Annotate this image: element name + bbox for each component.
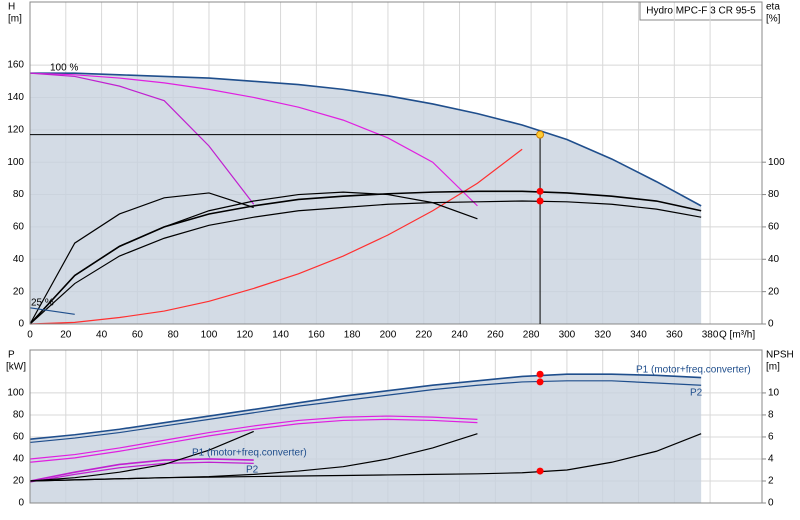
series-label: P1 (motor+freq.converter) bbox=[636, 365, 751, 376]
plot-frame bbox=[29, 349, 763, 504]
x-tick-label: 240 bbox=[451, 330, 468, 341]
x-tick-label: 160 bbox=[308, 330, 325, 341]
series-line bbox=[29, 461, 254, 483]
x-tick-label: 260 bbox=[487, 330, 504, 341]
series-line bbox=[29, 72, 255, 205]
y-tick-label: 160 bbox=[7, 60, 24, 71]
y-tick-label: 60 bbox=[13, 222, 25, 233]
y-tick-label: 60 bbox=[13, 432, 25, 443]
operating-area bbox=[30, 374, 702, 503]
y2-tick-label: 80 bbox=[768, 189, 780, 200]
y2-axis-label: eta bbox=[766, 2, 780, 13]
x-tick-label: 320 bbox=[594, 330, 611, 341]
x-tick-label: 300 bbox=[559, 330, 576, 341]
series-line bbox=[29, 430, 254, 482]
y2-tick-label: 4 bbox=[768, 454, 774, 465]
y2-tick-label: 2 bbox=[768, 476, 774, 487]
series-line bbox=[29, 380, 702, 444]
y2-tick-label: 40 bbox=[768, 254, 780, 265]
y-tick-label: 120 bbox=[7, 124, 24, 135]
y-tick-label: 20 bbox=[13, 286, 25, 297]
series-line bbox=[29, 148, 523, 325]
x-tick-label: 380 bbox=[702, 330, 719, 341]
y-axis-label: P bbox=[8, 350, 15, 361]
series-label: P2 bbox=[690, 388, 703, 399]
x-tick-label: 120 bbox=[236, 330, 253, 341]
y-axis-unit: [kW] bbox=[6, 362, 26, 373]
y-tick-label: 0 bbox=[18, 498, 24, 509]
y-tick-label: 0 bbox=[18, 319, 24, 330]
y2-axis-label: NPSH bbox=[766, 350, 794, 361]
duty-point bbox=[536, 370, 544, 378]
series-line bbox=[29, 373, 702, 440]
y-tick-label: 140 bbox=[7, 92, 24, 103]
y2-tick-label: 6 bbox=[768, 432, 774, 443]
y2-tick-label: 0 bbox=[768, 498, 774, 509]
operating-area bbox=[30, 73, 702, 324]
duty-point bbox=[536, 197, 544, 205]
y2-tick-label: 20 bbox=[768, 286, 780, 297]
series-line bbox=[29, 433, 478, 482]
x-tick-label: 0 bbox=[27, 330, 33, 341]
duty-point bbox=[536, 467, 544, 475]
x-tick-label: 360 bbox=[666, 330, 683, 341]
series-line bbox=[30, 72, 702, 207]
x-tick-label: 80 bbox=[168, 330, 180, 341]
x-tick-label: 60 bbox=[132, 330, 144, 341]
series-line bbox=[29, 458, 254, 482]
y-tick-label: 20 bbox=[13, 476, 25, 487]
plot-frame bbox=[29, 1, 763, 325]
annotation: P1 (motor+freq.converter) bbox=[192, 448, 307, 459]
y-axis-unit: [m] bbox=[8, 14, 22, 25]
series-line bbox=[29, 200, 702, 325]
y2-axis-unit: [m] bbox=[766, 362, 780, 373]
series-line bbox=[29, 72, 478, 207]
x-tick-label: 280 bbox=[523, 330, 540, 341]
series-line bbox=[29, 192, 254, 325]
duty-point bbox=[536, 378, 544, 386]
duty-point bbox=[536, 130, 545, 139]
annotation: 100 % bbox=[50, 63, 78, 74]
y-tick-label: 40 bbox=[13, 254, 25, 265]
series-line bbox=[29, 307, 75, 315]
y2-tick-label: 10 bbox=[768, 388, 780, 399]
chart-title: Hydro MPC-F 3 CR 95-5 bbox=[646, 6, 756, 17]
x-tick-label: 140 bbox=[272, 330, 289, 341]
x-tick-label: 100 bbox=[201, 330, 218, 341]
x-tick-label: 220 bbox=[415, 330, 432, 341]
y-tick-label: 100 bbox=[7, 388, 24, 399]
y-axis-label: H bbox=[8, 2, 15, 13]
x-tick-label: 40 bbox=[96, 330, 108, 341]
x-tick-label: 180 bbox=[344, 330, 361, 341]
series-line bbox=[29, 418, 478, 463]
series-line bbox=[29, 415, 478, 460]
x-tick-label: 200 bbox=[380, 330, 397, 341]
annotation: P2 bbox=[246, 465, 259, 476]
x-axis-label: Q [m³/h] bbox=[719, 330, 755, 341]
annotation: 25 % bbox=[31, 298, 54, 309]
y2-tick-label: 0 bbox=[768, 319, 774, 330]
x-tick-label: 340 bbox=[630, 330, 647, 341]
y-tick-label: 80 bbox=[13, 410, 25, 421]
series-line bbox=[29, 191, 478, 325]
y2-tick-label: 60 bbox=[768, 222, 780, 233]
y2-tick-label: 8 bbox=[768, 410, 774, 421]
y-tick-label: 80 bbox=[13, 189, 25, 200]
duty-point bbox=[536, 187, 544, 195]
y-tick-label: 100 bbox=[7, 157, 24, 168]
y-tick-label: 40 bbox=[13, 454, 25, 465]
y2-tick-label: 100 bbox=[768, 157, 785, 168]
x-tick-label: 20 bbox=[60, 330, 72, 341]
y2-axis-unit: [%] bbox=[766, 14, 781, 25]
